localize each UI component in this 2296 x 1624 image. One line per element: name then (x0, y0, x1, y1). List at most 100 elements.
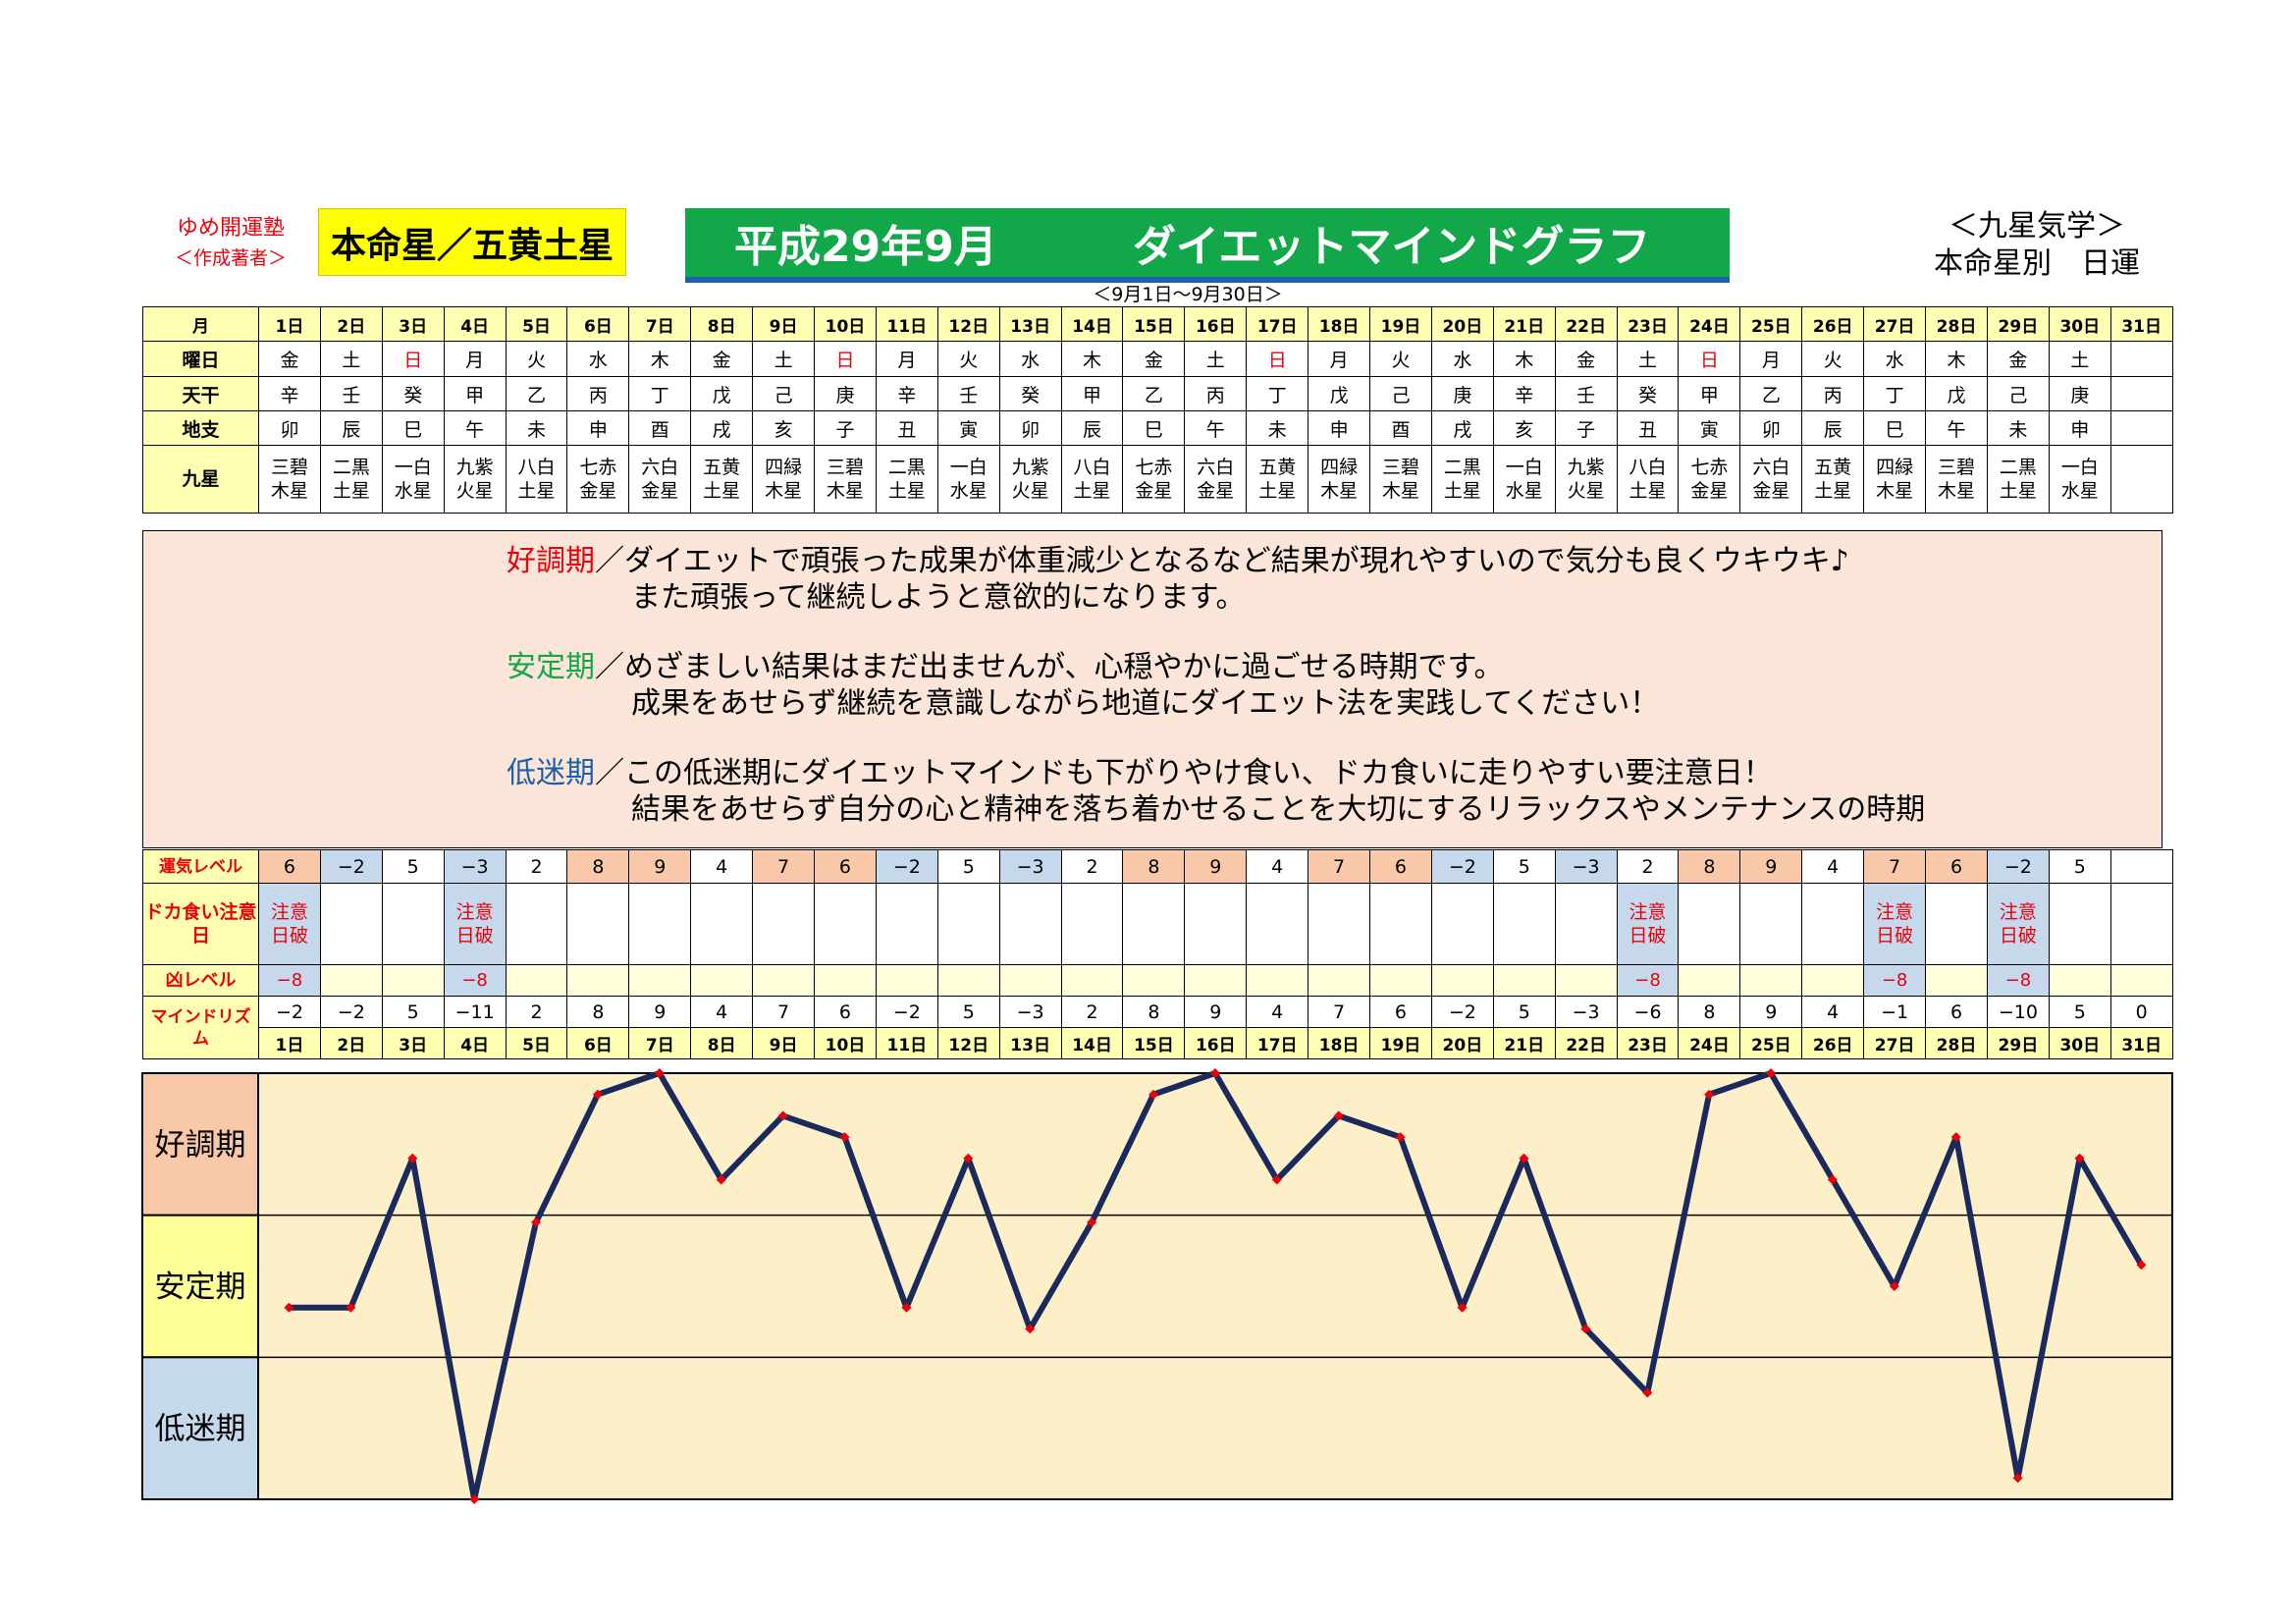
weekday-cell: 金 (690, 341, 754, 377)
day-cell: 30日 (2048, 1027, 2111, 1059)
data-point (284, 1302, 294, 1313)
mind-value-cell: 7 (1308, 996, 1371, 1028)
branch-cell: 子 (1554, 410, 1618, 446)
overeat-cell (936, 883, 1000, 965)
star-name: 五黄 (1258, 457, 1297, 478)
star-name: 四緑 (765, 457, 803, 478)
bad-level-cell (1122, 964, 1186, 997)
data-point (407, 1153, 418, 1164)
bad-level-cell (628, 964, 692, 997)
luck-level-cell: 7 (752, 849, 816, 884)
branch-cell: 丑 (1616, 410, 1680, 446)
branch-cell: 未 (1246, 410, 1309, 446)
star-cell: 四緑 木星 (1863, 445, 1927, 514)
day-cell: 11日 (875, 1027, 938, 1059)
month-day-cell: 3日 (381, 306, 445, 342)
day-cell: 17日 (1246, 1027, 1309, 1059)
data-point (1333, 1110, 1344, 1121)
bad-level-cell (1925, 964, 1988, 997)
data-point (1827, 1174, 1838, 1185)
data-point (469, 1494, 480, 1504)
day-cell: 29日 (1986, 1027, 2050, 1059)
day-cell: 3日 (381, 1027, 445, 1059)
star-name: 三碧 (1381, 457, 1419, 478)
star-element: 木星 (270, 480, 308, 502)
mind-value-cell: 5 (2048, 996, 2111, 1028)
row-label-star: 九星 (142, 445, 259, 514)
day-cell: 23日 (1616, 1027, 1680, 1059)
data-point (1519, 1153, 1529, 1164)
bad-level-cell: −8 (443, 964, 507, 997)
star-element: 土星 (887, 480, 926, 502)
weekday-cell: 木 (628, 341, 692, 377)
luck-level-cell: −3 (443, 849, 507, 884)
luck-level-cell: 8 (1678, 849, 1741, 884)
star-name: 一白 (1505, 457, 1543, 478)
weekday-cell: 金 (258, 341, 321, 377)
luck-level-cell: 8 (566, 849, 630, 884)
data-point (839, 1132, 850, 1143)
bad-level-cell (2109, 964, 2173, 997)
luck-level-cell: 4 (1246, 849, 1309, 884)
month-day-cell: 9日 (752, 306, 816, 342)
star-element: 金星 (579, 480, 617, 502)
star-cell: 一白 水星 (381, 445, 445, 514)
month-day-cell: 4日 (443, 306, 507, 342)
luck-level-cell: 2 (505, 849, 568, 884)
month-day-cell: 27日 (1863, 306, 1927, 342)
star-cell: 二黒 土星 (319, 445, 383, 514)
bad-level-cell: −8 (1616, 964, 1680, 997)
luck-level-cell: 7 (1308, 849, 1371, 884)
star-element: 金星 (641, 480, 679, 502)
star-name: 八白 (1629, 457, 1667, 478)
star-cell: 九紫 火星 (1554, 445, 1618, 514)
star-element: 金星 (1752, 480, 1790, 502)
day-cell: 16日 (1184, 1027, 1248, 1059)
star-cell: 四緑 木星 (752, 445, 816, 514)
month-day-cell: 21日 (1492, 306, 1556, 342)
day-cell: 1日 (258, 1027, 321, 1059)
star-name: 一白 (2060, 457, 2099, 478)
star-element: 火星 (1011, 480, 1049, 502)
luck-level-cell: −3 (998, 849, 1062, 884)
day-cell: 9日 (752, 1027, 816, 1059)
overeat-cell: 注意日破 (443, 883, 507, 965)
star-element: 土星 (1814, 480, 1852, 502)
label-good: 好調期 (507, 544, 595, 578)
mind-value-cell: 4 (1246, 996, 1309, 1028)
day-cell: 19日 (1369, 1027, 1432, 1059)
overeat-cell: 注意日破 (1863, 883, 1927, 965)
star-element: 木星 (826, 480, 864, 502)
star-element: 土星 (517, 480, 556, 502)
star-element: 土星 (1073, 480, 1111, 502)
star-cell: 五黄 土星 (1801, 445, 1865, 514)
month-day-cell: 20日 (1430, 306, 1494, 342)
bad-level-cell: −8 (258, 964, 321, 997)
zone-label: 低迷期 (155, 1412, 246, 1447)
desc-low-line1: ／この低迷期にダイエットマインドも下がりやけ食い、ドカ食いに走りやすい要注意日！ (595, 756, 1773, 790)
data-point (1950, 1132, 1961, 1143)
mind-value-cell: −6 (1616, 996, 1680, 1028)
month-day-cell: 13日 (998, 306, 1062, 342)
star-cell: 一白 水星 (1492, 445, 1556, 514)
day-cell: 18日 (1308, 1027, 1371, 1059)
overeat-cell (690, 883, 754, 965)
mind-value-cell: 8 (566, 996, 630, 1028)
bad-level-cell (1492, 964, 1556, 997)
bad-level-cell (1246, 964, 1309, 997)
star-row: 九星 三碧 木星 二黒 土星 一白 水星 九紫 火星 八白 土星 七赤 金星 六白 金星 五黄 土星 四緑 木星三… (142, 445, 2173, 514)
mind-value-cell: 9 (1739, 996, 1803, 1028)
star-cell: 二黒 土星 (1986, 445, 2050, 514)
weekday-cell: 土 (1616, 341, 1680, 377)
star-element: 木星 (1937, 480, 1975, 502)
row-label-bad: 凶レベル (142, 964, 259, 997)
stem-cell: 戊 (690, 376, 754, 411)
desc-good-line1: ／ダイエットで頑張った成果が体重減少となるなど結果が現れやすいので気分も良くウキ… (595, 544, 1849, 578)
month-day-cell: 7日 (628, 306, 692, 342)
mind-value-cell: 9 (1184, 996, 1248, 1028)
bad-level-cell (936, 964, 1000, 997)
bad-level-cell (1739, 964, 1803, 997)
star-name: 六白 (1197, 457, 1235, 478)
stem-cell: 戊 (1308, 376, 1371, 411)
row-label-luck: 運気レベル (142, 849, 259, 884)
